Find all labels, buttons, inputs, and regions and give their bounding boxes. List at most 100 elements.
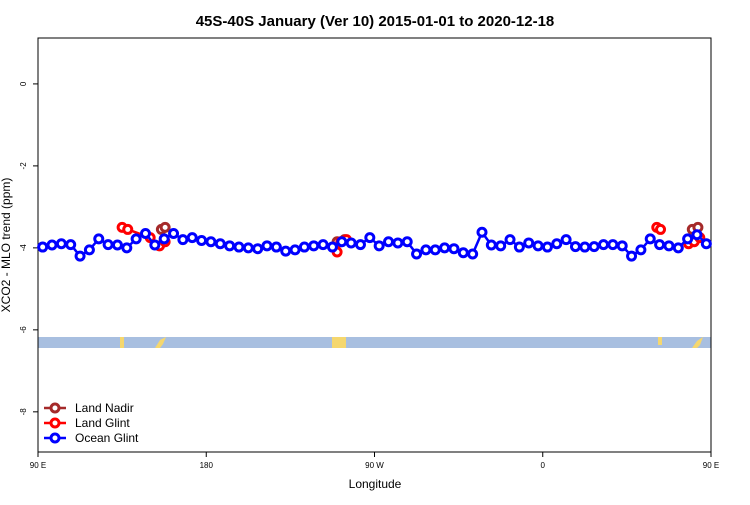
data-point <box>420 244 432 256</box>
data-point <box>74 250 86 262</box>
data-point <box>270 241 282 253</box>
data-point <box>139 228 151 240</box>
series-line <box>160 226 699 243</box>
x-tick-label: 90 E <box>30 461 46 470</box>
data-point <box>261 240 273 252</box>
data-point <box>196 234 208 246</box>
legend-marker <box>49 417 61 429</box>
data-point <box>626 250 638 262</box>
data-point <box>336 236 348 248</box>
data-point <box>233 241 245 253</box>
y-tick-label: -8 <box>19 408 28 416</box>
data-point <box>467 248 479 260</box>
data-point <box>168 228 180 240</box>
data-point <box>93 233 105 245</box>
land-patch <box>332 337 346 348</box>
data-point <box>411 248 423 260</box>
land-patch <box>692 337 703 348</box>
data-point <box>83 244 95 256</box>
data-point <box>682 233 694 245</box>
data-point <box>448 243 460 255</box>
data-point <box>691 229 703 241</box>
data-point <box>121 242 133 254</box>
data-point <box>579 241 591 253</box>
data-point <box>504 234 516 246</box>
data-point <box>392 237 404 249</box>
data-point <box>37 241 49 253</box>
data-point <box>588 241 600 253</box>
data-point <box>158 233 170 245</box>
legend-label: Land Nadir <box>75 401 134 415</box>
data-point <box>598 239 610 251</box>
data-point <box>373 240 385 252</box>
data-point <box>541 241 553 253</box>
data-point <box>149 239 161 251</box>
data-point <box>616 240 628 252</box>
data-point <box>439 242 451 254</box>
data-point <box>289 244 301 256</box>
data-point <box>523 237 535 249</box>
data-point <box>457 247 469 259</box>
data-point <box>429 244 441 256</box>
data-point <box>569 241 581 253</box>
data-point <box>476 226 488 238</box>
data-point <box>654 239 666 251</box>
data-point <box>672 242 684 254</box>
land-patch <box>155 337 166 348</box>
data-point <box>159 221 171 233</box>
data-point <box>383 236 395 248</box>
land-strip <box>38 337 711 348</box>
legend-marker <box>49 432 61 444</box>
data-point <box>354 239 366 251</box>
land-patch <box>120 337 124 348</box>
data-point <box>46 239 58 251</box>
y-tick-label: -4 <box>19 244 28 252</box>
data-point <box>65 239 77 251</box>
x-tick-label: 90 W <box>365 461 384 470</box>
y-tick-label: -6 <box>19 326 28 334</box>
data-point <box>513 241 525 253</box>
data-point <box>401 236 413 248</box>
x-tick-label: 180 <box>200 461 214 470</box>
legend-marker <box>49 402 61 414</box>
x-tick-label: 90 E <box>703 461 719 470</box>
data-point <box>607 239 619 251</box>
data-point <box>205 236 217 248</box>
data-point <box>663 240 675 252</box>
data-point <box>122 223 134 235</box>
data-point <box>55 238 67 250</box>
data-point <box>485 239 497 251</box>
data-point <box>326 241 338 253</box>
chart-title: 45S-40S January (Ver 10) 2015-01-01 to 2… <box>196 13 555 30</box>
data-point <box>280 245 292 257</box>
y-axis-label: XCO2 - MLO trend (ppm) <box>0 178 13 313</box>
data-point <box>364 232 376 244</box>
data-point <box>186 232 198 244</box>
data-point <box>298 241 310 253</box>
data-point <box>317 239 329 251</box>
data-point <box>252 243 264 255</box>
data-point <box>560 234 572 246</box>
data-point <box>130 233 142 245</box>
data-point <box>242 242 254 254</box>
x-tick-label: 0 <box>541 461 546 470</box>
data-point <box>308 240 320 252</box>
data-point <box>111 239 123 251</box>
data-point <box>644 233 656 245</box>
data-point <box>224 240 236 252</box>
data-point <box>214 238 226 250</box>
legend-label: Land Glint <box>75 416 130 430</box>
data-point <box>177 234 189 246</box>
data-point <box>532 240 544 252</box>
data-point <box>551 238 563 250</box>
x-axis-label: Longitude <box>349 477 402 491</box>
land-patch <box>658 337 662 345</box>
data-point <box>495 240 507 252</box>
data-point <box>655 223 667 235</box>
data-point <box>345 237 357 249</box>
data-point <box>102 239 114 251</box>
data-point <box>635 244 647 256</box>
data-point <box>700 238 712 250</box>
y-tick-label: 0 <box>19 81 28 86</box>
